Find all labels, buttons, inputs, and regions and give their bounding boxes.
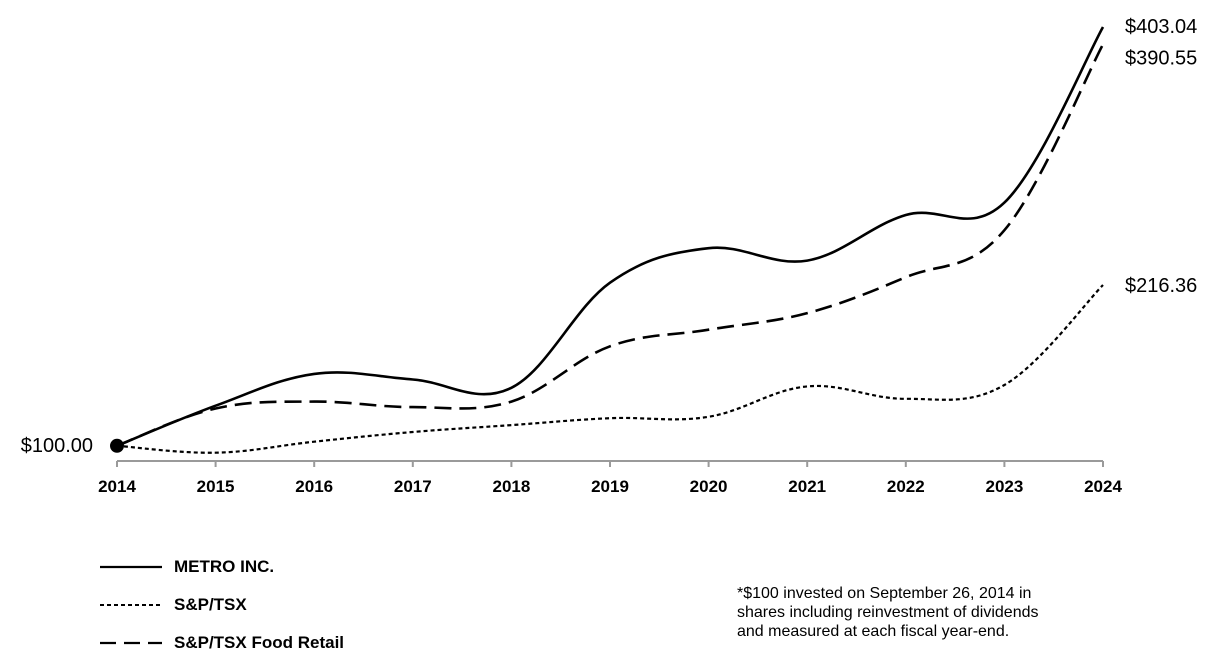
x-tick-label: 2022 [887, 477, 925, 496]
start-point-marker [110, 438, 124, 453]
legend-label-food-retail: S&P/TSX Food Retail [174, 633, 345, 652]
x-tick-label: 2014 [98, 477, 136, 496]
series-line-sptsx [116, 284, 1104, 454]
x-tick-label: 2017 [394, 477, 432, 496]
legend-label-sptsx: S&P/TSX [174, 595, 247, 614]
series-line-metro [116, 26, 1105, 448]
series-lines [110, 26, 1105, 454]
legend: METRO INC. S&P/TSX S&P/TSX Food Retail [100, 548, 344, 662]
value-labels: $100.00 $403.04 $390.55 $216.36 [21, 16, 1198, 457]
x-tick-label: 2023 [985, 477, 1023, 496]
x-tick-label: 2019 [591, 477, 629, 496]
end-value-label: $390.55 [1125, 47, 1197, 69]
x-tick-label: 2015 [197, 477, 235, 496]
x-tick-label: 2020 [690, 477, 728, 496]
legend-label-metro: METRO INC. [174, 557, 275, 576]
series-line-food-retail [116, 43, 1105, 448]
x-tick-label: 2016 [295, 477, 333, 496]
x-axis: 2014 2015 2016 2017 2018 2019 2020 2021 2022 2023… [98, 460, 1122, 496]
end-value-label: $403.04 [1125, 16, 1197, 38]
x-tick-label: 2024 [1084, 477, 1122, 496]
legend-item-metro: METRO INC. [100, 548, 344, 586]
legend-dashed-line [100, 641, 162, 645]
footnote: *$100 invested on September 26, 2014 in … [737, 585, 1039, 640]
legend-item-sptsx: S&P/TSX [100, 586, 344, 624]
x-tick-label: 2018 [492, 477, 530, 496]
legend-item-food-retail: S&P/TSX Food Retail [100, 624, 344, 662]
legend-dotted-line [100, 604, 162, 606]
end-value-label: $216.36 [1125, 275, 1197, 297]
start-value-label: $100.00 [21, 435, 93, 457]
legend-solid-line [100, 565, 162, 569]
x-tick-label: 2021 [788, 477, 826, 496]
